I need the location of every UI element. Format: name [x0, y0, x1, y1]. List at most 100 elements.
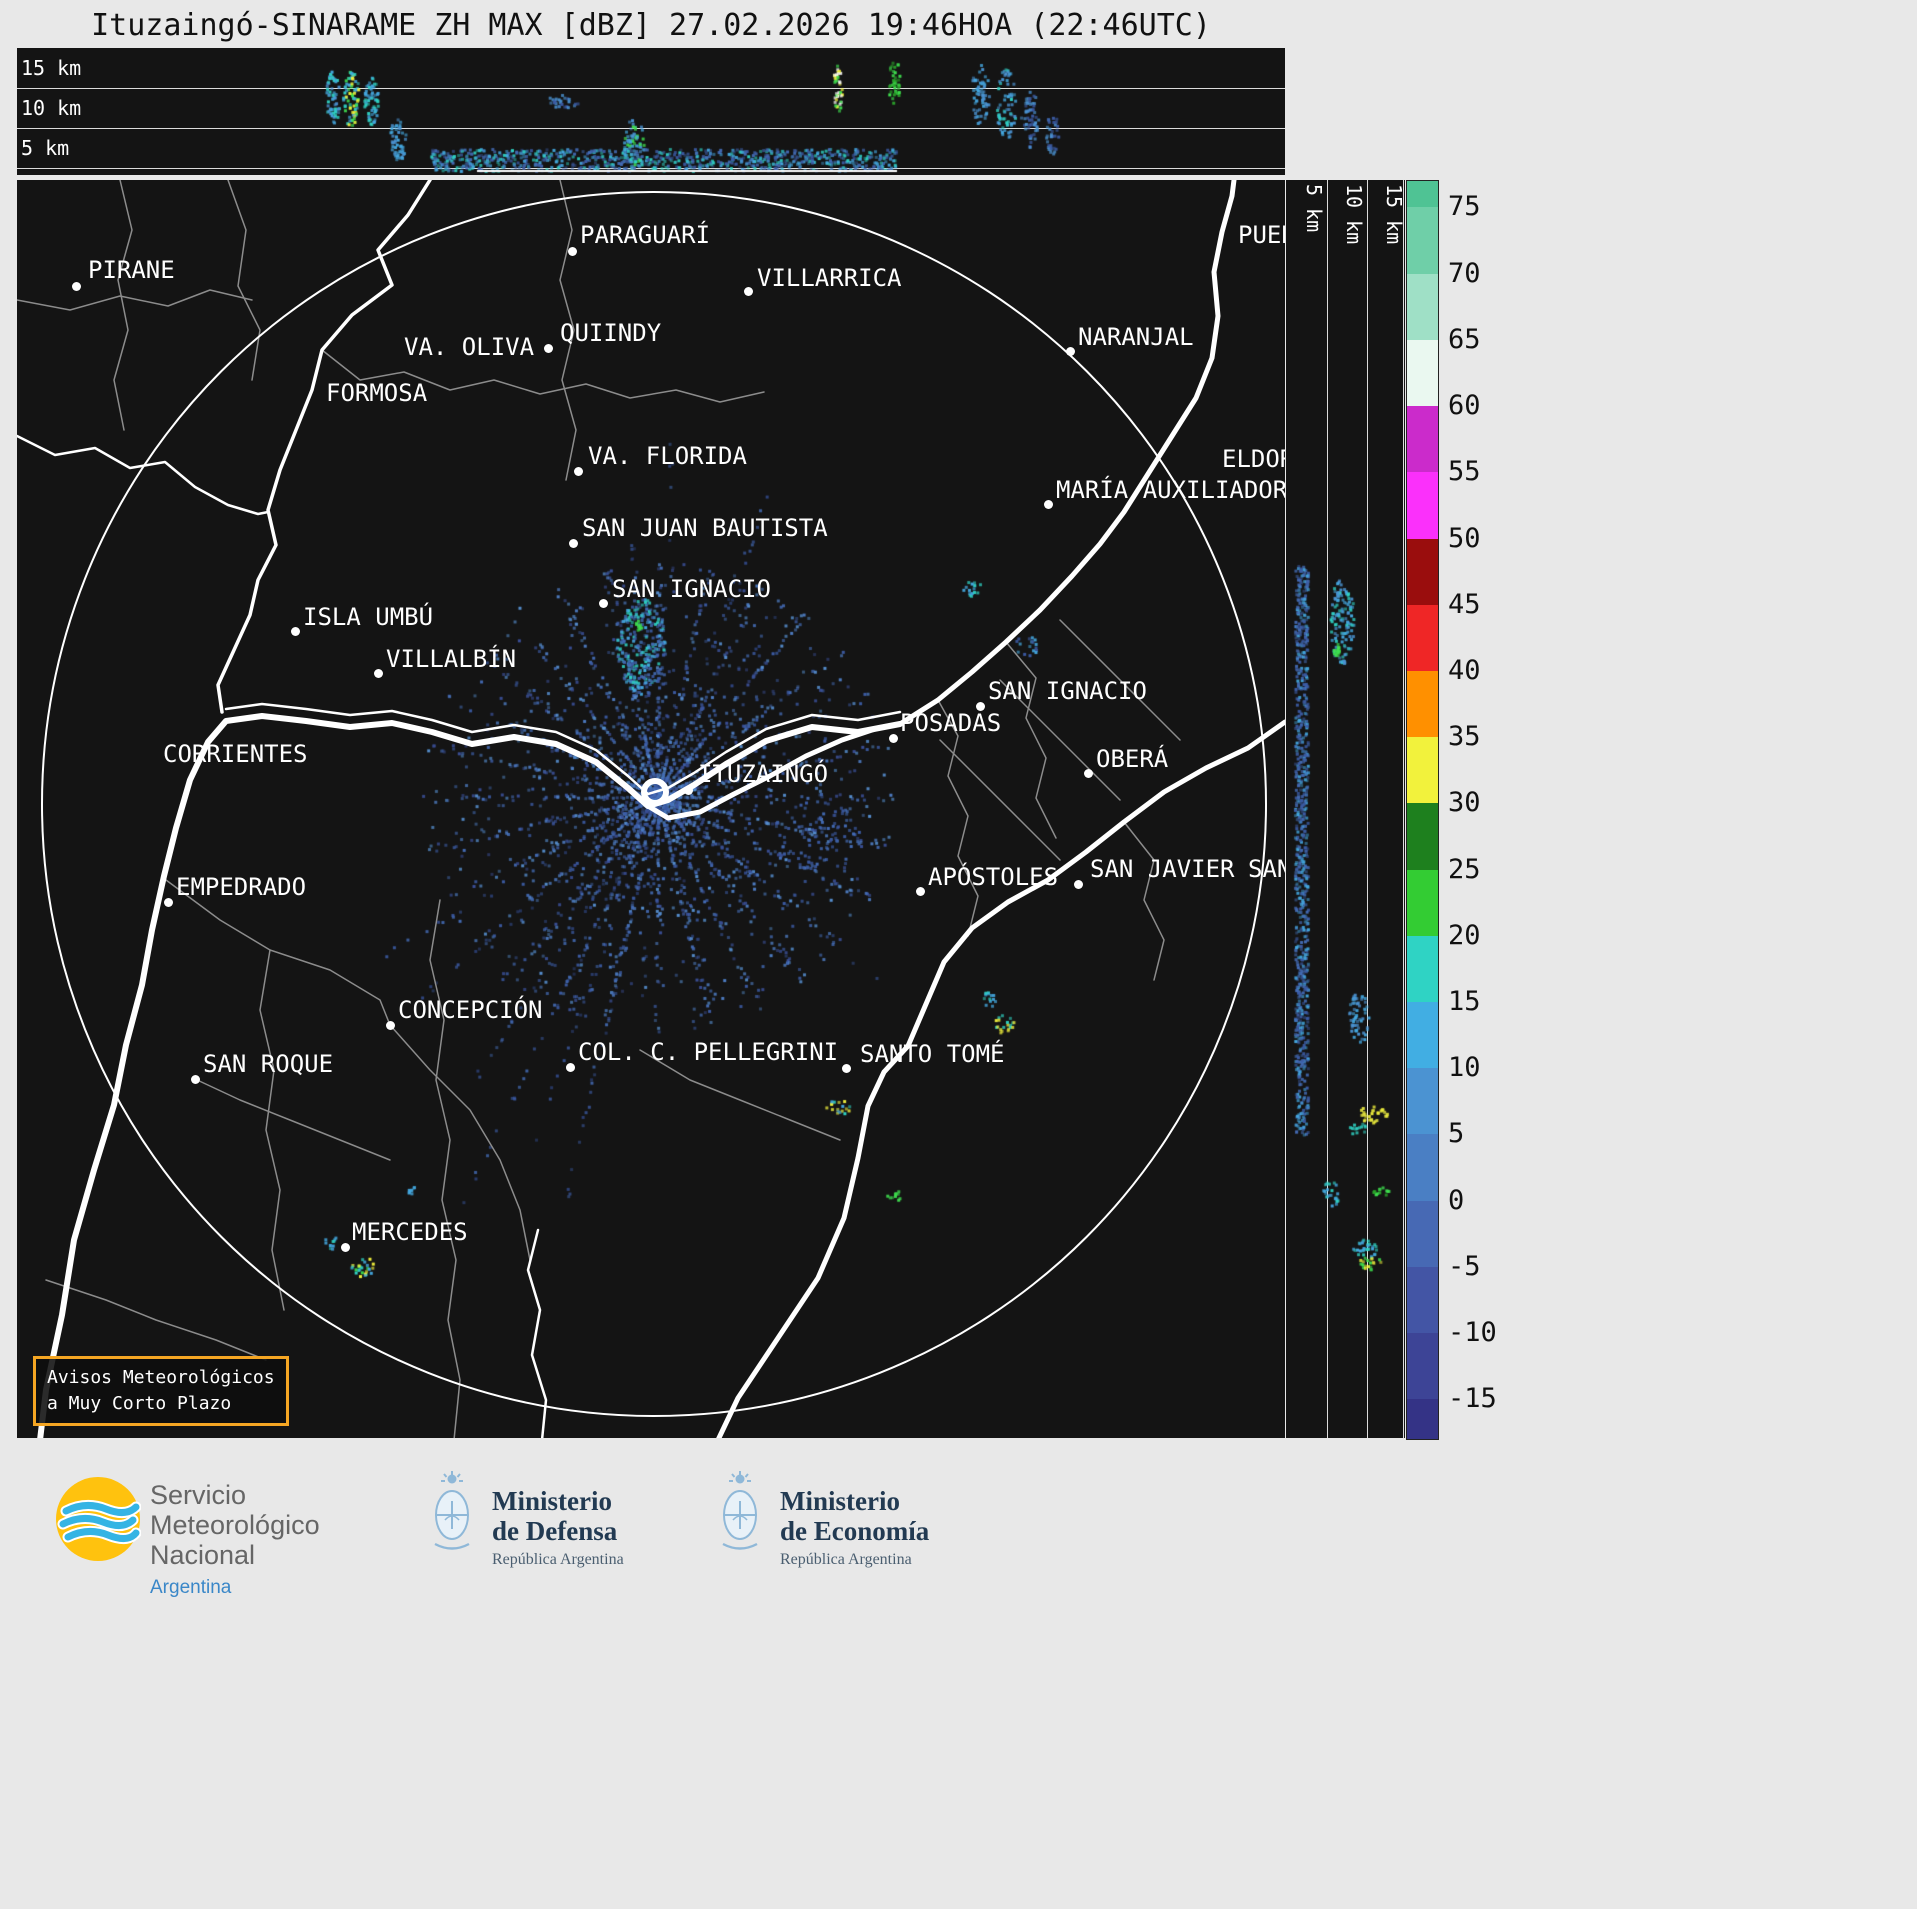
city-label: QUIINDY [560, 319, 662, 347]
admin-border-line [321, 349, 765, 403]
admin-border-line [113, 180, 133, 431]
smn-line-2: Meteorológico [150, 1510, 320, 1540]
colorbar-tick-label: 40 [1448, 654, 1481, 686]
city-label: NARANJAL [1078, 323, 1194, 351]
colorbar-tick-label: 15 [1448, 986, 1481, 1017]
city-label: ELDORADO [1222, 445, 1285, 473]
city-dot [684, 786, 693, 795]
colorbar-band [1407, 406, 1438, 473]
city-dot [291, 627, 300, 636]
city-label: PIRANE [88, 256, 175, 284]
city-label: SAN IGNACIO [612, 575, 771, 603]
colorbar-tick-label: 55 [1448, 456, 1481, 488]
city-dot [599, 599, 608, 608]
cross-section-top-panel: 15 km10 km5 km [17, 48, 1285, 175]
colorbar-band [1407, 207, 1438, 274]
colorbar-band [1407, 472, 1438, 539]
city-label: SAN JUAN BAUTISTA [582, 514, 828, 542]
economia-line-2: de Economía [780, 1516, 930, 1546]
escudo-defensa-icon [434, 1471, 470, 1550]
colorbar-band [1407, 803, 1438, 870]
cross-section-right-echoes [1286, 180, 1405, 1438]
cross-section-right-panel: 5 km10 km15 km [1286, 180, 1405, 1438]
city-label: FORMOSA [326, 379, 428, 407]
city-label: APÓSTOLES [928, 863, 1059, 891]
colorbar-tick-label: 60 [1448, 390, 1481, 422]
dbz-colorbar [1406, 180, 1439, 1440]
colorbar-band [1407, 604, 1438, 671]
colorbar-band [1407, 737, 1438, 804]
city-dot [1084, 769, 1093, 778]
admin-border-line [194, 1078, 391, 1161]
radar-range-ring [41, 191, 1267, 1417]
colorbar-tick-label: 5 [1448, 1118, 1465, 1150]
city-dot [544, 344, 553, 353]
admin-border-line [1059, 619, 1181, 741]
admin-border-line [939, 739, 1061, 861]
admin-border-line [429, 899, 461, 1438]
city-dot [568, 247, 577, 256]
city-dot [386, 1021, 395, 1030]
warning-box: Avisos Meteorológicos a Muy Corto Plazo [33, 1356, 289, 1427]
city-label: SAN ROQUE [203, 1050, 334, 1078]
colorbar-tick-label: 75 [1448, 191, 1481, 223]
city-dot [72, 282, 81, 291]
river-line [216, 180, 432, 714]
smn-wordmark: Servicio Meteorológico Nacional Argentin… [150, 1480, 320, 1603]
city-dot [842, 1064, 851, 1073]
city-label: VA. FLORIDA [588, 442, 747, 470]
city-label: OBERÁ [1096, 745, 1169, 773]
city-label: PUERTO RICO [1238, 221, 1285, 249]
colorbar-band [1407, 1333, 1438, 1400]
colorbar-band [1407, 935, 1438, 1002]
colorbar-tick-label: -15 [1448, 1383, 1497, 1415]
colorbar-band [1407, 181, 1438, 208]
admin-border-line [259, 949, 285, 1311]
smn-line-1: Servicio [150, 1480, 247, 1510]
city-dot [1066, 347, 1075, 356]
admin-border-line [1005, 641, 1057, 839]
colorbar-tick-label: -5 [1448, 1250, 1481, 1282]
colorbar-tick-label: 45 [1448, 588, 1481, 620]
warning-line-1: Avisos Meteorológicos [47, 1367, 275, 1388]
city-label: MARÍA AUXILIADORA [1056, 476, 1285, 504]
defensa-line-1: Ministerio [492, 1486, 612, 1516]
colorbar-band [1407, 1068, 1438, 1135]
city-label: SAN VICENTE [1248, 855, 1285, 883]
page-title: Ituzaingó-SINARAME ZH MAX [dBZ] 27.02.20… [91, 8, 1211, 43]
city-label: SAN IGNACIO [988, 677, 1147, 705]
admin-border-line [639, 1049, 841, 1141]
admin-border-line [227, 180, 261, 381]
colorbar-tick-label: 35 [1448, 721, 1481, 753]
colorbar-band [1407, 1266, 1438, 1334]
river-line [716, 719, 1285, 1438]
defensa-line-2: de Defensa [492, 1516, 618, 1546]
colorbar-tick-label: 10 [1448, 1052, 1481, 1084]
river-line [645, 180, 1237, 821]
city-dot [1074, 880, 1083, 889]
city-dot [191, 1075, 200, 1084]
city-dot [566, 1063, 575, 1072]
colorbar-band [1407, 538, 1438, 605]
city-label: MERCEDES [352, 1218, 468, 1246]
admin-border-line [165, 879, 391, 1026]
city-dot [374, 669, 383, 678]
river-line [224, 702, 902, 796]
city-label: EMPEDRADO [176, 873, 307, 901]
colorbar-band [1407, 273, 1438, 340]
colorbar-tick-label: -10 [1448, 1317, 1497, 1349]
city-dot [341, 1243, 350, 1252]
admin-border-line [389, 1024, 531, 1261]
city-label: ITUZAINGÓ [698, 760, 829, 788]
footer: Servicio Meteorológico Nacional Argentin… [0, 1440, 1917, 1909]
city-dot [1044, 500, 1053, 509]
river-knot-radar-site [641, 778, 669, 806]
city-label: PARAGUARÍ [580, 221, 711, 249]
city-label: VILLALBÍN [386, 645, 517, 673]
warning-line-2: a Muy Corto Plazo [47, 1393, 232, 1415]
city-label: ISLA UMBÚ [303, 603, 434, 631]
economia-line-1: Ministerio [780, 1486, 900, 1516]
city-label: POSADAS [900, 709, 1002, 737]
colorbar-band [1407, 1002, 1438, 1069]
